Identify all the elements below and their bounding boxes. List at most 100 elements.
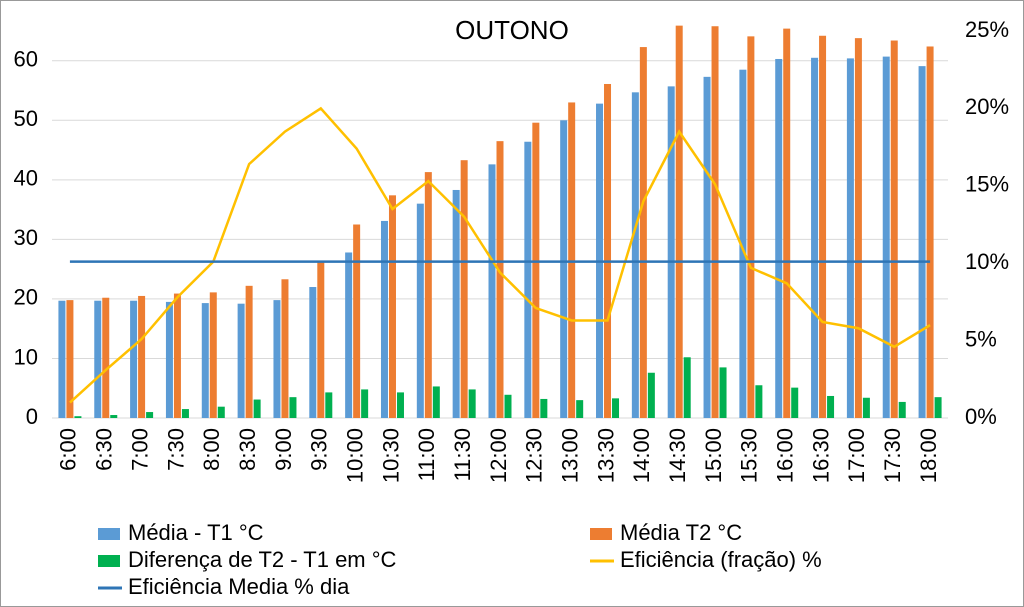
bar bbox=[245, 285, 253, 418]
bar bbox=[934, 397, 942, 418]
x-tick-label: 14:30 bbox=[665, 428, 690, 483]
bar bbox=[819, 35, 827, 419]
bar bbox=[345, 252, 353, 418]
bar bbox=[432, 386, 440, 418]
legend-swatch bbox=[590, 528, 612, 540]
bar bbox=[811, 57, 819, 419]
bar bbox=[703, 76, 711, 419]
bar bbox=[361, 389, 369, 418]
bar bbox=[94, 300, 102, 418]
x-tick-label: 9:30 bbox=[307, 428, 332, 471]
bar bbox=[209, 292, 217, 418]
y-tick-label: 40 bbox=[14, 166, 38, 191]
y2-tick-label: 25% bbox=[965, 17, 1009, 42]
bar bbox=[739, 69, 747, 418]
x-tick-label: 8:30 bbox=[235, 428, 260, 471]
bar bbox=[201, 303, 209, 418]
bar bbox=[110, 415, 118, 418]
bar bbox=[846, 58, 854, 418]
y2-tick-label: 0% bbox=[965, 404, 997, 429]
x-tick-label: 15:30 bbox=[737, 428, 762, 483]
bar bbox=[747, 36, 755, 419]
bar bbox=[58, 300, 66, 418]
legend-swatch bbox=[98, 528, 120, 540]
bar bbox=[755, 385, 763, 418]
legend-label: Média - T1 °C bbox=[128, 520, 264, 545]
bar bbox=[496, 141, 504, 418]
legend-swatch bbox=[98, 555, 120, 567]
bar bbox=[452, 189, 460, 418]
bar bbox=[138, 295, 146, 418]
x-tick-label: 8:00 bbox=[199, 428, 224, 471]
bar bbox=[146, 412, 154, 418]
bar bbox=[130, 300, 138, 418]
bar bbox=[416, 203, 424, 418]
bar bbox=[890, 40, 898, 418]
bar bbox=[281, 279, 289, 418]
bar bbox=[612, 398, 620, 418]
bar bbox=[217, 406, 225, 418]
bar bbox=[253, 399, 261, 418]
y-tick-label: 10 bbox=[14, 344, 38, 369]
bar bbox=[791, 387, 799, 418]
y-tick-label: 0 bbox=[26, 404, 38, 429]
x-tick-label: 6:30 bbox=[92, 428, 117, 471]
x-tick-label: 7:30 bbox=[163, 428, 188, 471]
bar bbox=[783, 28, 791, 418]
bar bbox=[560, 120, 568, 419]
bar bbox=[273, 300, 281, 418]
x-tick-label: 10:30 bbox=[378, 428, 403, 483]
bar bbox=[524, 141, 532, 419]
x-tick-label: 18:00 bbox=[916, 428, 941, 483]
chart-title: OUTONO bbox=[455, 15, 569, 45]
bar bbox=[102, 297, 110, 418]
bar bbox=[353, 224, 361, 418]
bar bbox=[667, 86, 675, 419]
bar bbox=[309, 287, 317, 418]
y2-tick-label: 10% bbox=[965, 249, 1009, 274]
bar bbox=[532, 122, 540, 418]
x-tick-label: 17:30 bbox=[880, 428, 905, 483]
y2-tick-label: 15% bbox=[965, 172, 1009, 197]
x-tick-label: 7:00 bbox=[127, 428, 152, 471]
bar bbox=[66, 300, 74, 418]
bar bbox=[827, 395, 835, 418]
x-tick-label: 6:00 bbox=[56, 428, 81, 471]
x-tick-label: 11:30 bbox=[450, 428, 475, 481]
bar bbox=[898, 401, 906, 418]
bar bbox=[926, 46, 934, 418]
bar bbox=[181, 409, 189, 418]
bar bbox=[882, 56, 890, 419]
bar bbox=[631, 92, 639, 418]
bar bbox=[488, 164, 496, 418]
bar bbox=[317, 261, 325, 418]
legend-label: Diferença de T2 - T1 em °C bbox=[128, 547, 397, 572]
legend-label: Eficiência (fração) % bbox=[620, 547, 822, 572]
y-tick-label: 50 bbox=[14, 106, 38, 131]
bar bbox=[854, 38, 862, 418]
x-tick-label: 17:00 bbox=[844, 428, 869, 483]
bar bbox=[683, 357, 691, 418]
bar bbox=[325, 392, 333, 418]
bar bbox=[775, 58, 783, 418]
bar bbox=[576, 400, 584, 418]
bar bbox=[388, 195, 396, 418]
legend-label: Média T2 °C bbox=[620, 520, 742, 545]
bar bbox=[165, 301, 173, 418]
y-tick-label: 30 bbox=[14, 225, 38, 250]
x-tick-label: 13:30 bbox=[593, 428, 618, 483]
bar bbox=[396, 392, 404, 418]
x-tick-label: 14:00 bbox=[629, 428, 654, 483]
bar bbox=[639, 47, 647, 419]
legend-label: Eficiência Media % dia bbox=[128, 574, 350, 599]
bar bbox=[647, 372, 655, 418]
x-tick-label: 11:00 bbox=[414, 428, 439, 481]
x-tick-label: 9:00 bbox=[271, 428, 296, 471]
bar bbox=[380, 220, 388, 418]
y2-tick-label: 20% bbox=[965, 94, 1009, 119]
bar bbox=[604, 83, 612, 418]
bar bbox=[719, 367, 727, 418]
y-tick-label: 60 bbox=[14, 47, 38, 72]
x-tick-label: 16:30 bbox=[808, 428, 833, 483]
